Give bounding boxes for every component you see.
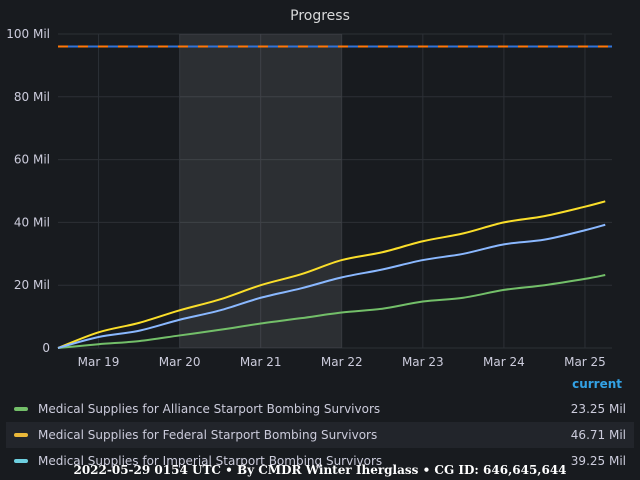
- x-tick-label: Mar 22: [321, 355, 363, 369]
- legend-header-current[interactable]: current: [572, 377, 622, 391]
- highlight-region-band: [179, 34, 342, 348]
- x-tick-label: Mar 23: [402, 355, 444, 369]
- highlight-region: [179, 34, 342, 348]
- y-tick-label: 80 Mil: [14, 90, 50, 104]
- y-tick-label: 100 Mil: [6, 27, 50, 41]
- legend-swatch-federal: [14, 433, 28, 437]
- legend: current Medical Supplies for Alliance St…: [6, 374, 634, 474]
- series-lines: [57, 200, 606, 349]
- legend-swatch-imperial: [14, 459, 28, 463]
- x-tick-label: Mar 25: [564, 355, 606, 369]
- x-axis-ticks: Mar 19 Mar 20 Mar 21 Mar 22 Mar 23 Mar 24 Mar …: [78, 355, 606, 369]
- y-tick-label: 40 Mil: [14, 215, 50, 229]
- footer-credit: 2022-05-29 0154 UTC • By CMDR Winter Ihe…: [73, 463, 567, 477]
- x-tick-label: Mar 24: [483, 355, 525, 369]
- legend-row-imperial[interactable]: Medical Supplies for Imperial Starport B…: [6, 448, 634, 474]
- y-tick-label: 20 Mil: [14, 278, 50, 292]
- y-tick-label: 60 Mil: [14, 153, 50, 167]
- legend-value: 39.25 Mil: [570, 454, 626, 468]
- series-line-imperial: [57, 223, 606, 349]
- y-axis-ticks: 0 20 Mil 40 Mil 60 Mil 80 Mil 100 Mil: [6, 27, 50, 355]
- legend-row-alliance[interactable]: Medical Supplies for Alliance Starport B…: [6, 396, 634, 422]
- grid: [58, 33, 612, 349]
- legend-value: 46.71 Mil: [570, 428, 626, 442]
- legend-swatch-alliance: [14, 407, 28, 411]
- x-tick-label: Mar 21: [240, 355, 282, 369]
- series-line-federal: [57, 200, 606, 349]
- legend-name: Medical Supplies for Federal Starport Bo…: [38, 428, 378, 442]
- legend-name: Medical Supplies for Alliance Starport B…: [38, 402, 381, 416]
- series-line-alliance: [57, 274, 606, 349]
- x-tick-label: Mar 20: [159, 355, 201, 369]
- y-tick-label: 0: [42, 341, 50, 355]
- x-tick-label: Mar 19: [78, 355, 120, 369]
- legend-row-federal[interactable]: Medical Supplies for Federal Starport Bo…: [6, 422, 634, 448]
- legend-name: Medical Supplies for Imperial Starport B…: [38, 454, 383, 468]
- legend-value: 23.25 Mil: [570, 402, 626, 416]
- panel-title: Progress: [290, 8, 350, 24]
